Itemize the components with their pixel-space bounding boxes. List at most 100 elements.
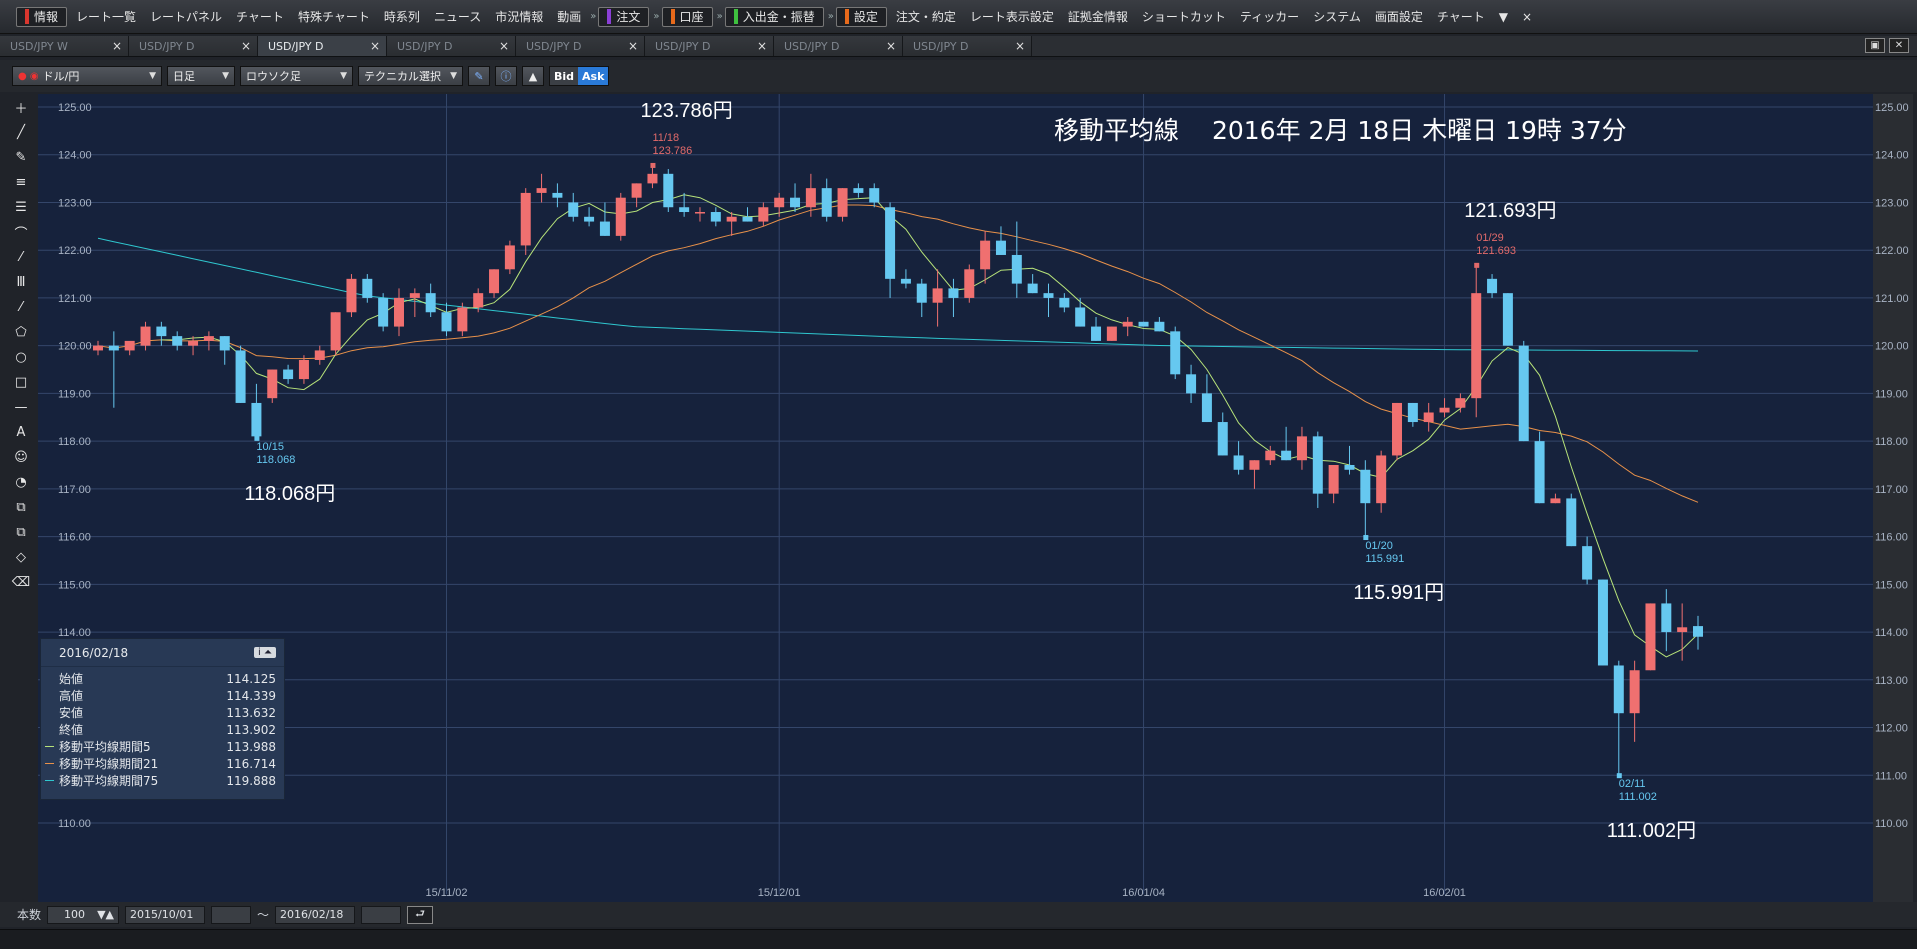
menu-item-0[interactable]: 情報 xyxy=(16,6,68,27)
close-icon[interactable]: × xyxy=(240,39,251,53)
to-time-field[interactable] xyxy=(361,905,402,924)
menu-item-8[interactable]: 動画 xyxy=(550,7,588,27)
chart-area[interactable]: 125.00 125.00 124.00 124.00 123.00 123.00 122.… xyxy=(38,94,1913,902)
y-tick-label-right: 120.00 xyxy=(1875,341,1909,353)
draw-tool-9-icon[interactable]: ⬠ xyxy=(15,325,27,340)
menu-item-label: 動画 xyxy=(557,9,582,24)
menu-item-13[interactable]: 注文・約定 xyxy=(889,7,963,27)
info-row: 高値 114.339 xyxy=(41,687,284,704)
area-chart-button[interactable]: ▲ xyxy=(522,66,544,86)
draw-tool-19-icon[interactable]: ⌫ xyxy=(11,575,31,590)
menu-item-9[interactable]: 注文 xyxy=(598,6,650,27)
draw-tool-11-icon[interactable]: □ xyxy=(14,375,28,390)
menu-item-6[interactable]: ニュース xyxy=(427,7,488,27)
menu-item-5[interactable]: 時系列 xyxy=(377,7,427,27)
menu-item-17[interactable]: ティッカー xyxy=(1233,7,1306,27)
count-stepper[interactable]: 100 ▼▲ xyxy=(47,905,120,924)
y-tick-label-left: 119.00 xyxy=(58,388,91,400)
apply-button[interactable]: ⮐ xyxy=(407,905,434,924)
draw-tool-12-icon[interactable]: — xyxy=(14,400,28,415)
candle-body xyxy=(1265,450,1276,461)
info-toggle-button[interactable]: i ⏶ xyxy=(254,647,276,658)
extreme-big-label: 118.068円 xyxy=(244,483,335,505)
draw-tool-0-icon[interactable]: ＋ xyxy=(14,102,28,117)
extreme-marker xyxy=(254,435,260,441)
info-icon: ⓘ xyxy=(500,70,512,83)
ask-toggle[interactable]: Ask xyxy=(578,67,609,85)
tab-3[interactable]: USD/JPY D × xyxy=(387,36,516,56)
menu-item-11[interactable]: 入出金・振替 xyxy=(724,6,824,27)
menu-item-19[interactable]: 画面設定 xyxy=(1368,7,1430,27)
draw-tool-6-icon[interactable]: ⁄ xyxy=(19,250,23,265)
chart-type-select[interactable]: ロウソク足 ▼ xyxy=(240,66,353,86)
draw-tool-16-icon[interactable]: ⧉ xyxy=(16,500,26,515)
menu-item-label: チャート xyxy=(1436,9,1485,24)
draw-tool-18-icon[interactable]: ◇ xyxy=(16,550,26,565)
close-icon[interactable]: × xyxy=(885,39,896,53)
candle-body xyxy=(584,216,595,222)
draw-tool-7-icon[interactable]: Ⅲ xyxy=(16,275,26,290)
tab-0[interactable]: USD/JPY W × xyxy=(0,36,129,56)
menu-item-10[interactable]: 口座 xyxy=(661,6,713,27)
menu-item-12[interactable]: 設定 xyxy=(835,6,887,27)
draw-tool-13-icon[interactable]: A xyxy=(16,425,26,440)
draw-tool-2-icon[interactable]: ✎ xyxy=(15,150,27,165)
extreme-date-label: 11/18 xyxy=(652,132,679,144)
tab-7[interactable]: USD/JPY D × xyxy=(903,36,1032,56)
menu-item-18[interactable]: システム xyxy=(1306,7,1368,27)
tab-5[interactable]: USD/JPY D × xyxy=(645,36,774,56)
candle-body xyxy=(1550,498,1561,504)
menu-item-16[interactable]: ショートカット xyxy=(1135,7,1233,27)
close-icon[interactable]: × xyxy=(111,39,122,53)
menu-item-3[interactable]: チャート xyxy=(229,7,291,27)
bid-toggle[interactable]: Bid xyxy=(550,67,579,85)
period-select[interactable]: 日足 ▼ xyxy=(167,66,235,86)
bid-ask-toggle[interactable]: Bid Ask xyxy=(549,66,610,86)
draw-tool-14-icon[interactable]: ☺ xyxy=(14,450,28,465)
draw-tool-4-icon[interactable]: ☰ xyxy=(15,200,27,215)
menu-item-4[interactable]: 特殊チャート xyxy=(291,7,377,27)
menu-item-1[interactable]: レート一覧 xyxy=(69,7,143,27)
y-tick-label-left: 117.00 xyxy=(58,484,91,496)
close-icon[interactable]: × xyxy=(1014,39,1025,53)
technical-select[interactable]: テクニカル選択 ▼ xyxy=(358,66,463,86)
from-time-field[interactable] xyxy=(211,905,252,924)
close-icon[interactable]: × xyxy=(627,39,638,53)
info-label: 安値 xyxy=(59,706,84,720)
close-icon[interactable]: × xyxy=(756,39,767,53)
menu-item-15[interactable]: 証拠金情報 xyxy=(1061,7,1135,27)
ma5-line xyxy=(161,194,1699,658)
draw-tool-15-icon[interactable]: ◔ xyxy=(15,475,27,490)
menu-item-7[interactable]: 市況情報 xyxy=(488,7,550,27)
tab-2[interactable]: USD/JPY D × xyxy=(258,36,387,56)
close-window-button[interactable]: ✕ xyxy=(1889,38,1909,53)
tab-1[interactable]: USD/JPY D × xyxy=(129,36,258,56)
draw-tool-17-icon[interactable]: ⧉ xyxy=(16,525,26,540)
tab-4[interactable]: USD/JPY D × xyxy=(516,36,645,56)
pen-button[interactable]: ✎ xyxy=(468,66,490,86)
menu-close-button[interactable]: × xyxy=(1521,9,1533,24)
from-date-field[interactable]: 2015/10/01 xyxy=(125,905,206,924)
to-date-field[interactable]: 2016/02/18 xyxy=(275,905,356,924)
draw-tool-10-icon[interactable]: ○ xyxy=(15,350,27,365)
draw-tool-5-icon[interactable]: ⌒ xyxy=(14,227,28,242)
close-icon[interactable]: × xyxy=(369,39,380,53)
restore-window-button[interactable]: ▣ xyxy=(1865,38,1885,53)
tab-6[interactable]: USD/JPY D × xyxy=(774,36,903,56)
menu-item-14[interactable]: レート表示設定 xyxy=(963,7,1061,27)
extreme-big-label: 123.786円 xyxy=(640,100,732,122)
candlestick-chart[interactable]: 125.00 125.00 124.00 124.00 123.00 123.00 122.… xyxy=(38,94,1913,902)
menu-item-2[interactable]: レートパネル xyxy=(143,7,229,27)
y-tick-label-right: 123.00 xyxy=(1875,197,1909,209)
draw-tool-8-icon[interactable]: ⁄ xyxy=(19,300,23,315)
info-button[interactable]: ⓘ xyxy=(495,66,517,86)
currency-pair-select[interactable]: ● ◉ ドル/円 ▼ xyxy=(12,66,162,86)
menu-more-button[interactable]: ▼ xyxy=(1498,9,1508,24)
info-row: 始値 114.125 xyxy=(41,670,284,687)
close-icon[interactable]: × xyxy=(498,39,509,53)
candle-body xyxy=(283,369,294,380)
draw-tool-3-icon[interactable]: ≡ xyxy=(15,175,27,190)
draw-tool-1-icon[interactable]: ╱ xyxy=(17,125,25,140)
ma-swatch xyxy=(45,763,54,764)
menu-item-20[interactable]: チャート xyxy=(1430,7,1492,27)
